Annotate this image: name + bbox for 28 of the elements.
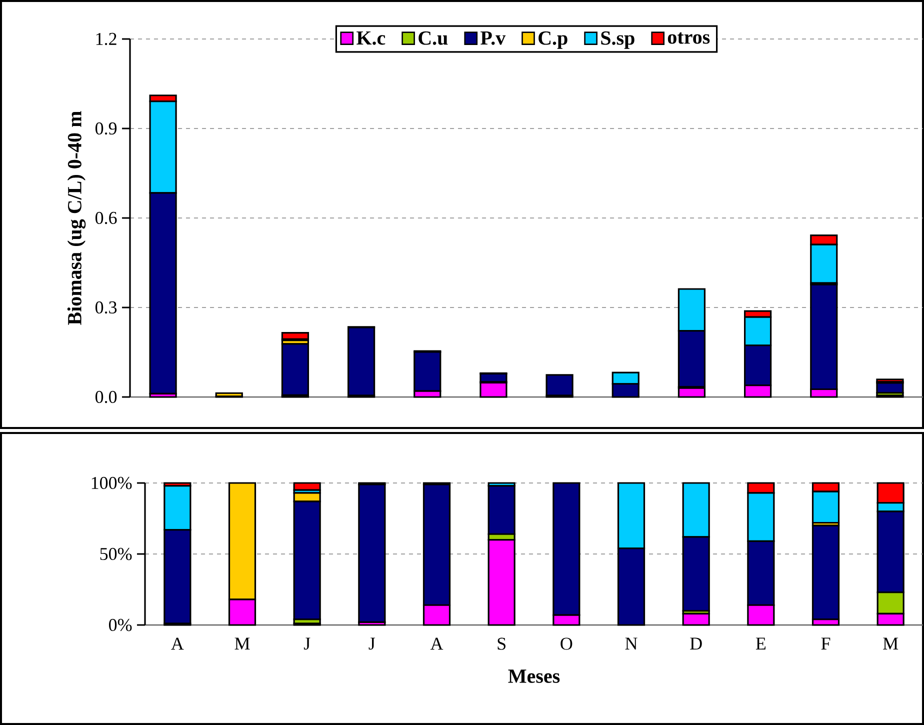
- x-tick-label: J: [304, 638, 310, 650]
- x-tick-label: A: [430, 638, 444, 650]
- y-tick-label: 0.0: [95, 390, 117, 404]
- y-tick-label: 0.3: [95, 301, 117, 314]
- x-tick-label: O: [560, 638, 572, 650]
- x-tick-label: N: [625, 638, 638, 650]
- x-axis-title: Meses: [508, 670, 560, 683]
- y-tick-label: 100%: [92, 476, 132, 490]
- y-tick-label: 50%: [100, 548, 132, 560]
- legend-label: P.v: [480, 31, 506, 45]
- legend-label: S.sp: [601, 31, 634, 49]
- x-tick-label: S: [498, 638, 506, 650]
- y-axis-title: Biomasa (ug C/L) 0-40 m: [67, 111, 86, 325]
- x-tick-label: A: [171, 638, 184, 650]
- y-tick-label: 1.2: [96, 32, 116, 46]
- x-tick-label: D: [690, 638, 702, 650]
- legend-label: C.p: [538, 31, 568, 49]
- y-tick-label: 0.9: [95, 122, 117, 135]
- y-tick-label: 0%: [108, 618, 132, 632]
- x-tick-label: J: [368, 638, 376, 650]
- x-tick-label: E: [756, 638, 766, 650]
- x-tick-label: M: [883, 638, 898, 650]
- x-tick-label: M: [234, 638, 250, 650]
- y-tick-label: 0.6: [95, 212, 117, 224]
- x-tick-label: F: [821, 638, 830, 650]
- legend-label: otros: [668, 32, 710, 44]
- legend-label: C.u: [418, 31, 448, 45]
- legend-label: K.c: [356, 31, 386, 45]
